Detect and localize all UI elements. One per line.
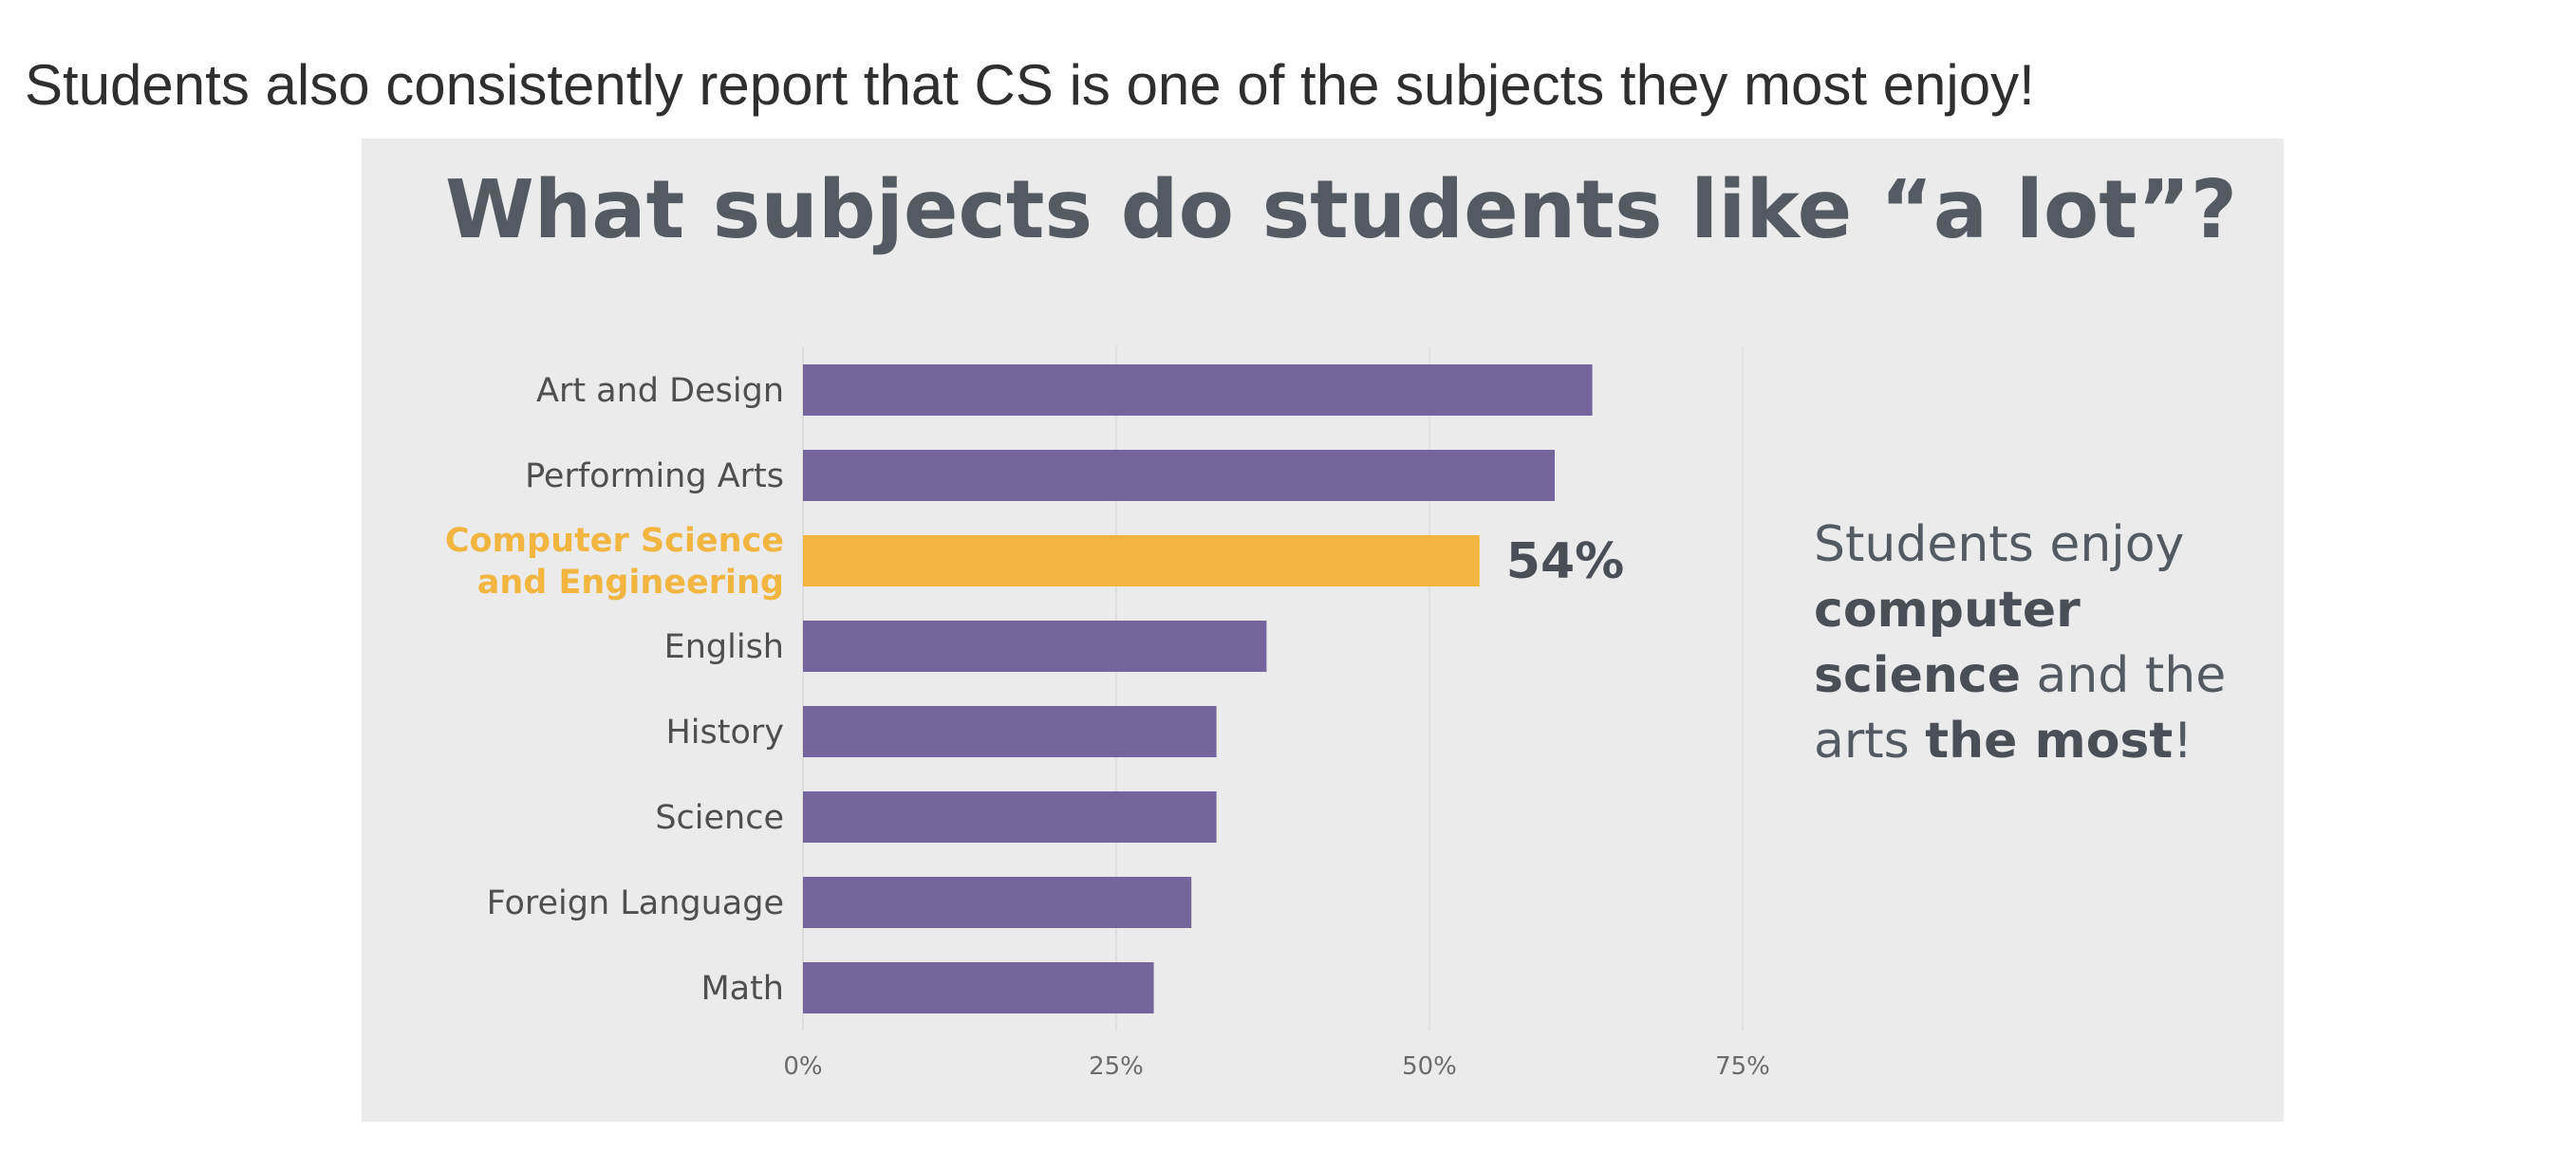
category-labels: Art and Design Performing Arts Computer Sc… [445,372,784,1008]
category-label: Performing Arts [525,457,784,495]
side-note-part: and the arts [1814,647,2227,770]
side-note-part: Students enjoy [1814,516,2185,573]
bar [803,535,1480,586]
category-label: English [664,628,784,666]
bar [803,364,1593,416]
x-tick-label: 75% [1715,1052,1770,1081]
data-labels: 54% [1506,533,1624,590]
bar-group [803,364,1593,1013]
bar [803,791,1217,843]
bar [803,621,1267,672]
side-note-part: computer science [1814,582,2081,704]
category-label: History [665,714,784,752]
category-label: Math [700,970,784,1008]
x-tick-label: 50% [1402,1052,1457,1081]
side-note-part: the most [1925,713,2174,770]
chart-title: What subjects do students like “a lot”? [445,163,2237,257]
bar [803,450,1555,501]
slide-heading: Students also consistently report that C… [25,53,2035,117]
category-label: Science [655,799,784,837]
bar [803,706,1217,757]
x-tick-label: 25% [1089,1052,1144,1081]
data-label: 54% [1506,533,1624,590]
bar-chart: What subjects do students like “a lot”? … [445,163,2237,1081]
x-axis-ticks: 0% 25% 50% 75% [783,1052,1770,1081]
bar [803,962,1154,1013]
chart-panel: What subjects do students like “a lot”? … [362,139,2284,1122]
bar [803,877,1192,928]
side-note: Students enjoy computer science and the … [1814,512,2250,774]
category-label: Foreign Language [487,884,784,922]
category-label: Computer Science [445,522,784,560]
side-note-part: ! [2173,713,2193,770]
x-tick-label: 0% [783,1052,822,1081]
category-label: Art and Design [536,372,784,410]
category-label: and Engineering [477,564,784,602]
